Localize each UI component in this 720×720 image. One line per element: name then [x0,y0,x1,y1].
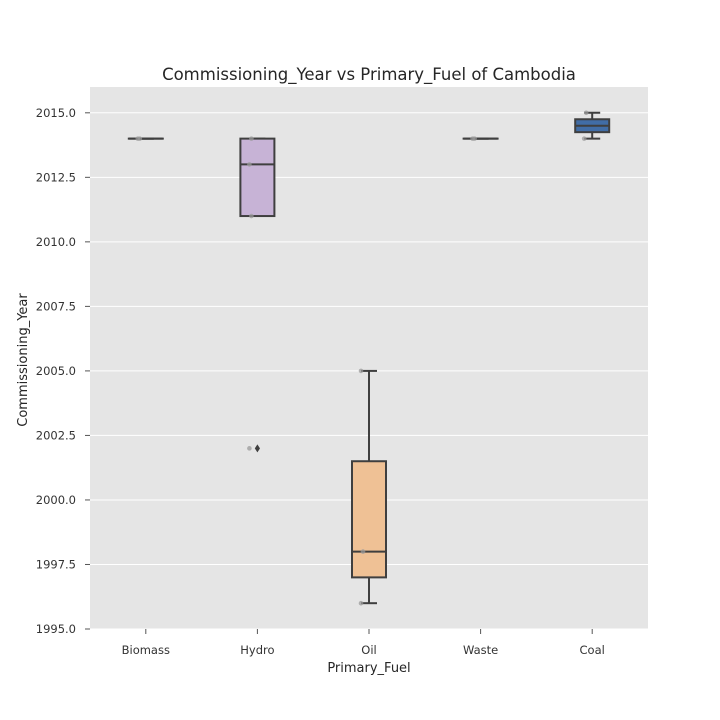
y-tick-label: 1995.0 [36,622,76,636]
data-point [249,213,254,219]
box-coal [574,110,611,141]
y-tick-label: 2012.5 [36,170,76,184]
chart-title: Commissioning_Year vs Primary_Fuel of Ca… [162,65,576,85]
data-point [583,110,589,116]
boxes [127,110,611,606]
y-tick-label: 2000.0 [36,493,76,507]
box-iqr [351,460,387,579]
data-point [247,446,252,451]
data-point [581,136,587,141]
y-tick-label: 2005.0 [36,364,76,378]
data-point [360,549,366,554]
box-oil [351,368,387,606]
x-tick-label: Oil [361,643,376,657]
box-biomass [127,136,164,141]
y-tick-label: 1997.5 [36,557,76,571]
box-iqr [239,137,276,218]
box-waste [462,136,499,141]
data-point [472,136,477,141]
y-tick-label: 2015.0 [36,106,76,120]
x-tick-label: Coal [580,643,605,657]
data-point [358,368,364,374]
y-axis: 1995.0 1997.5 2000.0 2002.5 2005.0 2007.5 2010… [36,106,90,636]
x-axis: Biomass Hydro Oil Waste Coal [122,629,605,657]
x-tick-label: Waste [463,643,498,657]
data-point [358,600,364,606]
data-point [249,136,254,141]
x-tick-label: Biomass [122,643,170,657]
y-axis-label: Commissioning_Year [16,293,31,427]
y-tick-label: 2007.5 [36,299,76,313]
x-axis-label: Primary_Fuel [327,661,410,676]
outlier-marker [254,444,260,453]
data-point [247,162,252,167]
y-tick-label: 2010.0 [36,235,76,249]
x-tick-label: Hydro [240,643,274,657]
y-tick-label: 2002.5 [36,428,76,442]
data-point [137,136,143,141]
box-hydro [239,136,276,453]
